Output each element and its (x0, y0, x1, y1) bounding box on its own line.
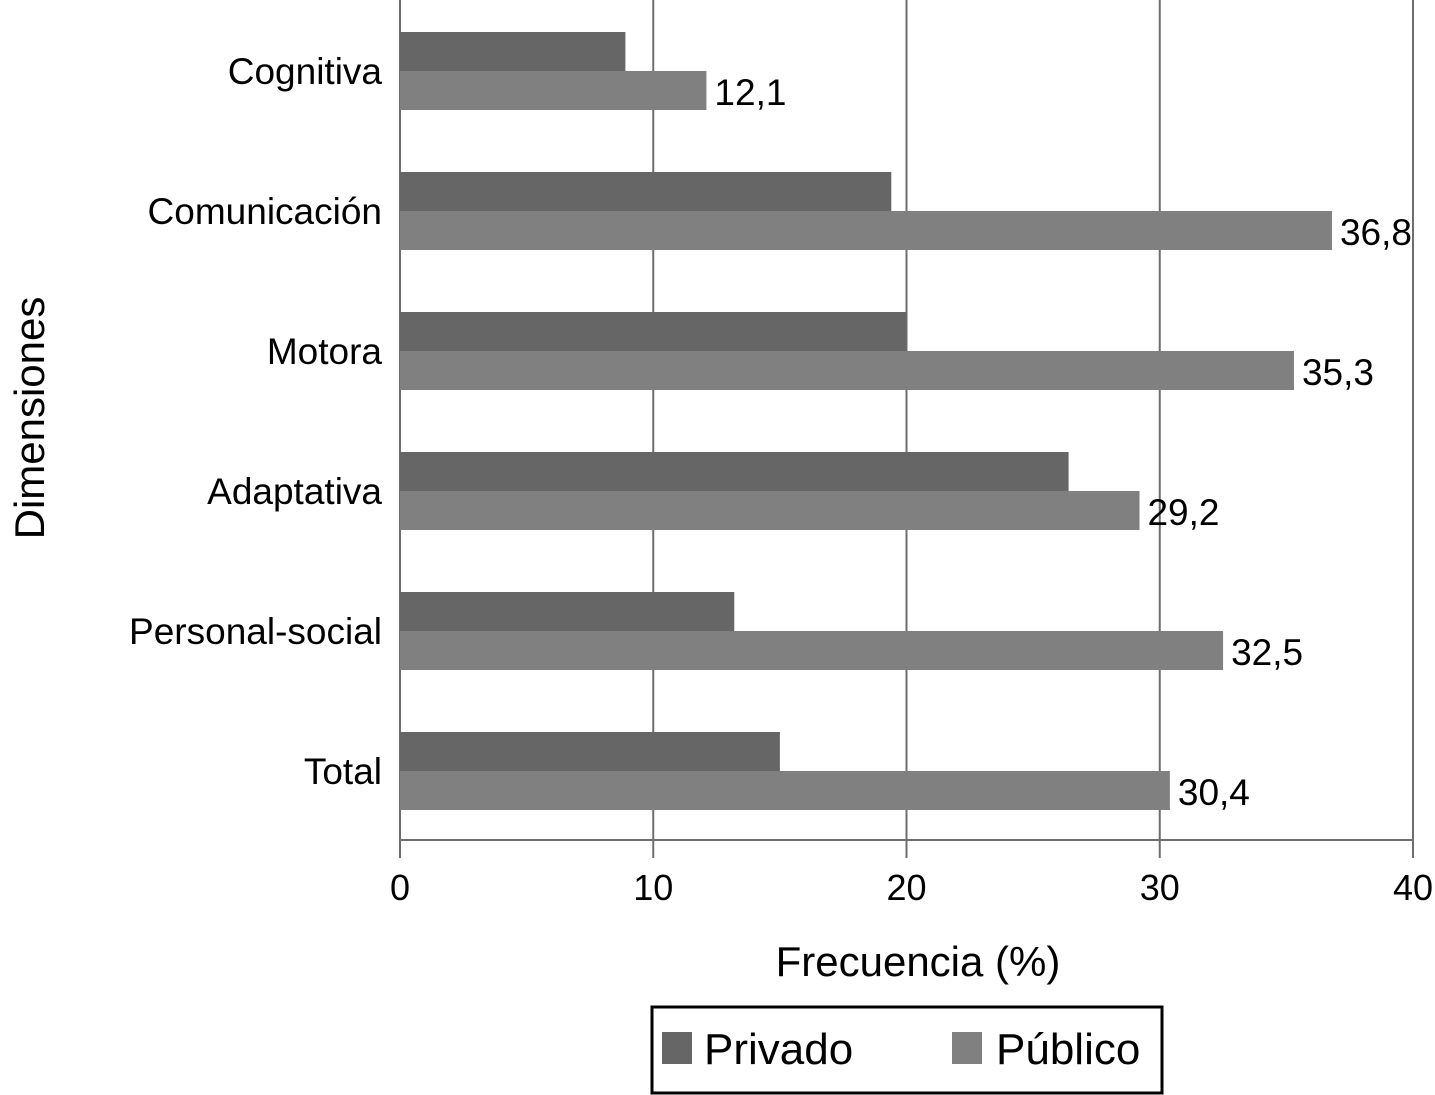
bar-publico (400, 491, 1140, 530)
category-label: Comunicación (148, 191, 382, 232)
data-label: 29,2 (1147, 492, 1219, 533)
bar-publico (400, 71, 707, 110)
x-tick-label: 40 (1393, 867, 1433, 908)
category-label: Motora (267, 331, 383, 372)
bars (400, 32, 1332, 810)
data-labels: 12,1 36,8 35,3 29,2 32,5 30,4 (714, 72, 1412, 813)
x-axis: 0 10 20 30 40 (390, 839, 1433, 908)
category-label: Total (304, 751, 382, 792)
data-label: 35,3 (1302, 352, 1374, 393)
category-label: Personal-social (129, 611, 382, 652)
bar-publico (400, 211, 1332, 250)
x-tick-label: 10 (633, 867, 673, 908)
category-label: Cognitiva (228, 51, 383, 92)
bar-publico (400, 631, 1224, 670)
bar-privado (400, 312, 907, 351)
data-label: 36,8 (1340, 212, 1412, 253)
grid-layer (399, 0, 1414, 858)
x-tick-label: 0 (390, 867, 410, 908)
bar-privado (400, 592, 735, 631)
data-label: 32,5 (1231, 632, 1303, 673)
bar-privado (400, 172, 892, 211)
legend-box (650, 1005, 1164, 1095)
category-labels: Cognitiva Comunicación Motora Adaptativa Per… (129, 51, 382, 792)
bar-privado (400, 452, 1069, 491)
data-label: 12,1 (714, 72, 786, 113)
bar-publico (400, 771, 1170, 810)
x-axis-title: Frecuencia (%) (776, 938, 1061, 985)
legend-label-publico: Público (996, 1025, 1140, 1074)
legend-swatch-privado (662, 1032, 692, 1064)
x-tick-label: 20 (886, 867, 926, 908)
y-axis-title: Dimensiones (6, 297, 53, 540)
data-label: 30,4 (1178, 772, 1250, 813)
bar-publico (400, 351, 1294, 390)
bar-privado (400, 732, 780, 771)
x-tick-label: 30 (1140, 867, 1180, 908)
legend: Privado Público (650, 1005, 1164, 1095)
bar-privado (400, 32, 626, 71)
legend-label-privado: Privado (704, 1025, 853, 1074)
category-label: Adaptativa (207, 471, 382, 512)
legend-swatch-publico (952, 1032, 982, 1064)
